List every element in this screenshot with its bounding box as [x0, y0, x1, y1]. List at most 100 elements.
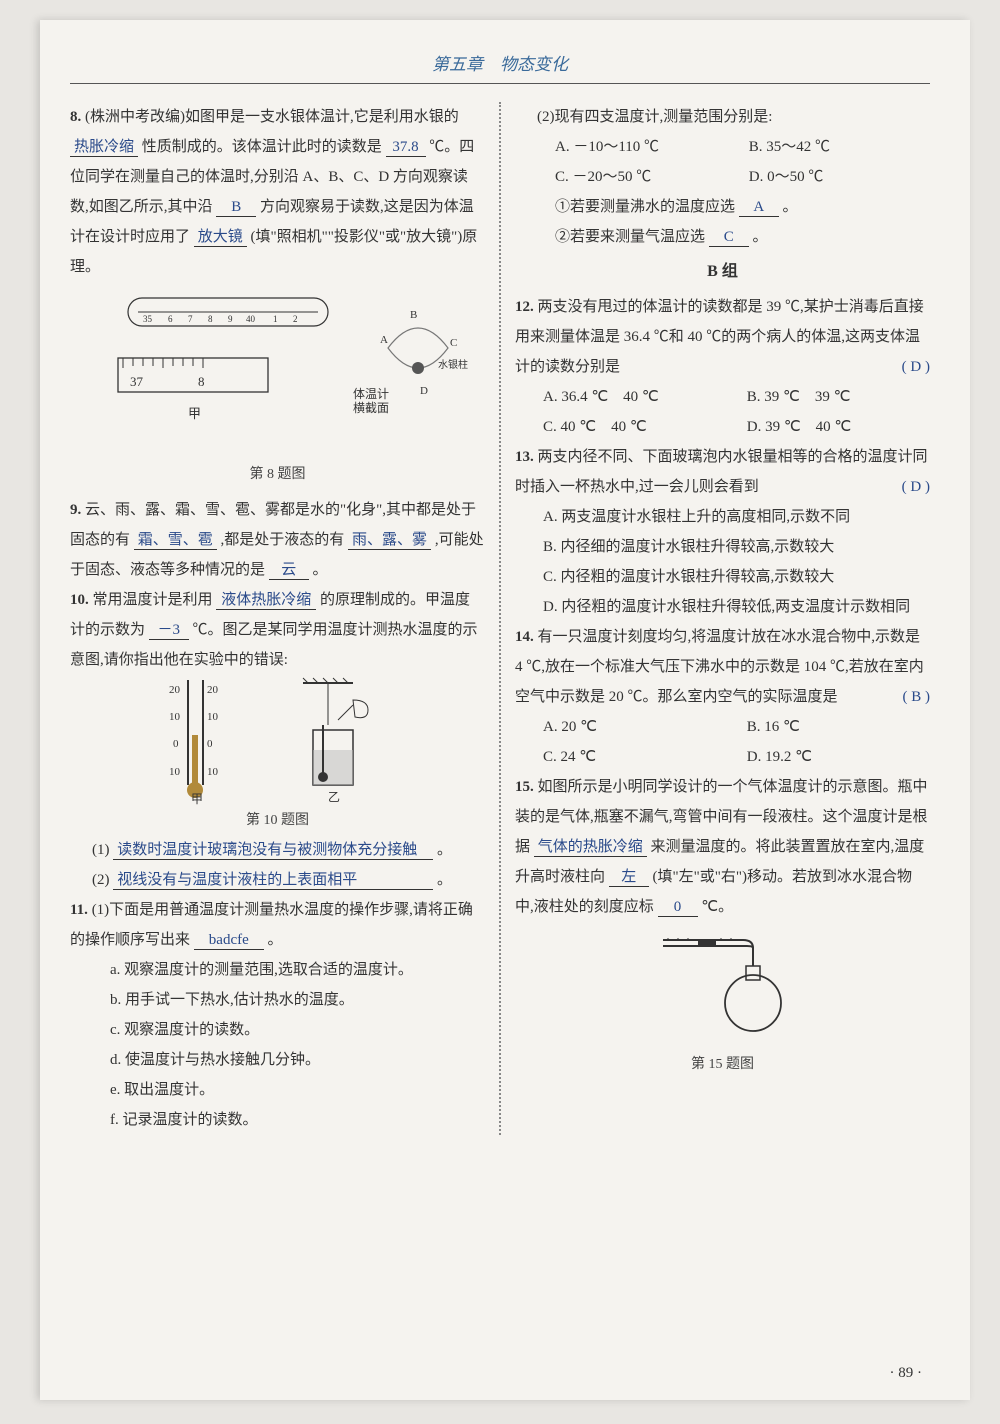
q9-text-2: ,都是处于液态的有 — [221, 532, 345, 548]
svg-text:37: 37 — [130, 374, 144, 389]
q11p2-l1-text: ①若要测量沸水的温度应选 — [555, 199, 735, 215]
q11-step-a: a. 观察温度计的测量范围,选取合适的温度计。 — [70, 955, 485, 985]
q10-a1-label: (1) — [92, 842, 110, 858]
left-column: 8. (株洲中考改编)如图甲是一支水银体温计,它是利用水银的 热胀冷缩 性质制成… — [70, 102, 485, 1135]
q8-blank-4: 放大镜 — [194, 228, 247, 247]
svg-text:2: 2 — [293, 314, 298, 324]
svg-text:0: 0 — [207, 738, 213, 750]
q12-answer: ( D ) — [902, 352, 930, 382]
svg-text:35: 35 — [143, 314, 153, 324]
svg-text:20: 20 — [169, 684, 181, 696]
q10-text-1: 常用温度计是利用 — [93, 592, 213, 608]
q9-blank-1: 霜、雪、雹 — [134, 531, 217, 550]
svg-text:40: 40 — [246, 314, 256, 324]
q14-row1: A. 20 ℃ B. 16 ℃ — [515, 712, 930, 742]
question-14: 14. 有一只温度计刻度均匀,将温度计放在冰水混合物中,示数是 4 ℃,放在一个… — [515, 622, 930, 712]
q11p2-opt-b: B. 35～42 ℃ — [749, 139, 830, 155]
q13-text: 两支内径不同、下面玻璃泡内水银量相等的合格的温度计同时插入一杯热水中,过一会儿则… — [515, 449, 928, 495]
svg-text:甲: 甲 — [188, 406, 201, 421]
svg-text:0: 0 — [173, 738, 179, 750]
q13-opt-d: D. 内径粗的温度计水银柱升得较低,两支温度计示数相同 — [515, 592, 930, 622]
q14-opt-d: D. 19.2 ℃ — [747, 749, 812, 765]
q14-opt-a: A. 20 ℃ — [543, 712, 743, 742]
svg-text:乙: 乙 — [328, 790, 340, 804]
q8-blank-3: B — [216, 198, 256, 217]
q8-text-1: (株洲中考改编)如图甲是一支水银体温计,它是利用水银的 — [85, 109, 459, 125]
q11p2-options-row2: C. －20～50 ℃ D. 0～50 ℃ — [515, 162, 930, 192]
column-divider — [499, 102, 501, 1135]
q11-step-d: d. 使温度计与热水接触几分钟。 — [70, 1045, 485, 1075]
q15-figure-caption: 第 15 题图 — [515, 1051, 930, 1079]
q12-opt-a: A. 36.4 ℃ 40 ℃ — [543, 382, 743, 412]
q12-row2: C. 40 ℃ 40 ℃ D. 39 ℃ 40 ℃ — [515, 412, 930, 442]
q14-answer: ( B ) — [903, 682, 931, 712]
q11p2-opt-d: D. 0～50 ℃ — [749, 169, 824, 185]
svg-text:1: 1 — [273, 314, 278, 324]
q11-number: 11. — [70, 902, 88, 918]
svg-text:7: 7 — [188, 314, 193, 324]
two-column-layout: 8. (株洲中考改编)如图甲是一支水银体温计,它是利用水银的 热胀冷缩 性质制成… — [70, 102, 930, 1135]
question-10: 10. 常用温度计是利用 液体热胀冷缩 的原理制成的。甲温度计的示数为 －3 ℃… — [70, 585, 485, 675]
q12-opt-d: D. 39 ℃ 40 ℃ — [747, 419, 852, 435]
q13-opt-c: C. 内径粗的温度计水银柱升得较高,示数较大 — [515, 562, 930, 592]
q15-number: 15. — [515, 779, 534, 795]
group-b-heading: B 组 — [515, 256, 930, 288]
q8-figure-caption: 第 8 题图 — [70, 461, 485, 489]
svg-text:10: 10 — [207, 766, 219, 778]
question-8: 8. (株洲中考改编)如图甲是一支水银体温计,它是利用水银的 热胀冷缩 性质制成… — [70, 102, 485, 282]
page-number: · 89 · — [890, 1365, 923, 1382]
q11p2-line1: ①若要测量沸水的温度应选 A 。 — [515, 192, 930, 222]
q11-step-b: b. 用手试一下热水,估计热水的温度。 — [70, 985, 485, 1015]
svg-text:9: 9 — [228, 314, 233, 324]
q15-blank-3: 0 — [658, 898, 698, 917]
q8-figure: 3567 8940 12 37 8 甲 — [70, 288, 485, 489]
q14-opt-c: C. 24 ℃ — [543, 742, 743, 772]
q11p2-options-row1: A. －10～110 ℃ B. 35～42 ℃ — [515, 132, 930, 162]
q11-part2-intro: (2)现有四支温度计,测量范围分别是: — [515, 102, 930, 132]
svg-text:A: A — [380, 334, 388, 346]
question-12: 12. 两支没有甩过的体温计的读数都是 39 ℃,某护士消毒后直接用来测量体温是… — [515, 292, 930, 382]
q10-beaker-svg: 乙 — [283, 675, 393, 805]
q15-figure: 第 15 题图 — [515, 928, 930, 1079]
q12-row1: A. 36.4 ℃ 40 ℃ B. 39 ℃ 39 ℃ — [515, 382, 930, 412]
q9-tail: 。 — [313, 562, 328, 578]
q11p2-l2-text: ②若要来测量气温应选 — [555, 229, 705, 245]
q9-blank-3: 云 — [269, 561, 309, 580]
svg-text:D: D — [420, 385, 428, 397]
q8-svg: 3567 8940 12 37 8 甲 — [88, 288, 468, 448]
q10-a2-punct: 。 — [437, 872, 452, 888]
q15-svg — [643, 928, 803, 1038]
q11-p1-tail: 。 — [268, 932, 283, 948]
svg-text:甲: 甲 — [191, 792, 203, 805]
svg-text:C: C — [450, 337, 457, 349]
q10-a1-punct: 。 — [437, 842, 452, 858]
q14-row2: C. 24 ℃ D. 19.2 ℃ — [515, 742, 930, 772]
svg-text:B: B — [410, 309, 417, 321]
q11-blank-1: badcfe — [194, 931, 264, 950]
right-column: (2)现有四支温度计,测量范围分别是: A. －10～110 ℃ B. 35～4… — [515, 102, 930, 1135]
q11p2-opt-a: A. －10～110 ℃ — [555, 132, 745, 162]
q11-step-e: e. 取出温度计。 — [70, 1075, 485, 1105]
q8-blank-2: 37.8 — [386, 138, 426, 157]
q11p2-opt-c: C. －20～50 ℃ — [555, 162, 745, 192]
question-15: 15. 如图所示是小明同学设计的一个气体温度计的示意图。瓶中装的是气体,瓶塞不漏… — [515, 772, 930, 922]
q10-number: 10. — [70, 592, 89, 608]
svg-text:体温计: 体温计 — [353, 387, 389, 401]
q13-answer: ( D ) — [902, 472, 930, 502]
q13-opt-a: A. 两支温度计水银柱上升的高度相同,示数不同 — [515, 502, 930, 532]
svg-text:6: 6 — [168, 314, 173, 324]
q15-blank-2: 左 — [609, 868, 649, 887]
q11-step-f: f. 记录温度计的读数。 — [70, 1105, 485, 1135]
svg-text:横截面: 横截面 — [353, 401, 389, 415]
q9-blank-2: 雨、露、雾 — [348, 531, 431, 550]
q10-a2-label: (2) — [92, 872, 110, 888]
q10-figure-caption: 第 10 题图 — [70, 807, 485, 835]
question-13: 13. 两支内径不同、下面玻璃泡内水银量相等的合格的温度计同时插入一杯热水中,过… — [515, 442, 930, 502]
svg-text:10: 10 — [169, 711, 181, 723]
q11p2-l1-blank: A — [739, 198, 779, 217]
q12-number: 12. — [515, 299, 534, 315]
q13-number: 13. — [515, 449, 534, 465]
q8-text-2: 性质制成的。该体温计此时的读数是 — [142, 139, 382, 155]
q12-opt-b: B. 39 ℃ 39 ℃ — [747, 389, 851, 405]
svg-text:8: 8 — [198, 374, 205, 389]
